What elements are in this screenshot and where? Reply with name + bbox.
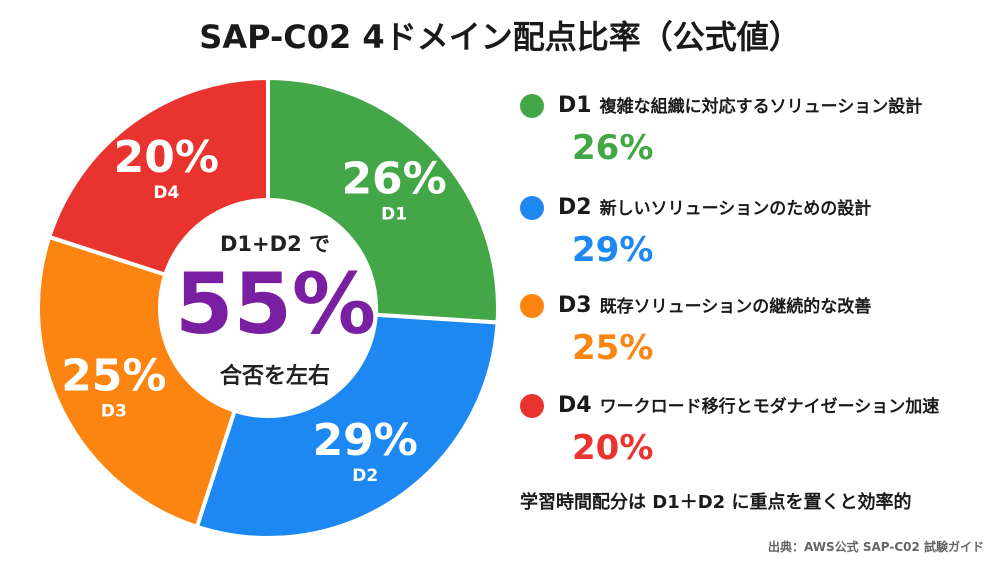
legend-percent: 29% [572,230,654,270]
legend-dot-icon [520,294,544,318]
study-note: 学習時間配分は D1＋D2 に重点を置くと効率的 [520,492,912,513]
legend-code: D4 [558,393,592,418]
legend-item-d4: D4 ワークロード移行とモダナイゼーション加速 20% [520,392,990,482]
slice-value-label: 20% [114,132,219,183]
slice-category-label: D3 [101,402,127,422]
legend-code: D1 [558,93,592,118]
legend-item-d2: D2 新しいソリューションのための設計 29% [520,194,990,284]
legend-label: D4 ワークロード移行とモダナイゼーション加速 [558,392,939,418]
slice-category-label: D1 [381,205,407,225]
source-citation: 出典：AWS公式 SAP-C02 試験ガイド [768,540,984,554]
pie-slice-d4 [46,76,270,278]
legend-label: D3 既存ソリューションの継続的な改善 [558,292,871,318]
center-caption-bottom: 合否を左右 [219,364,330,389]
legend-percent: 20% [572,428,654,468]
legend-label: D2 新しいソリューションのための設計 [558,194,871,220]
legend-code: D2 [558,195,592,220]
legend-text: 複雑な組織に対応するソリューション設計 [599,97,923,117]
donut-hole [162,202,374,414]
slice-value-label: 25% [61,351,166,402]
center-value: 55% [175,255,377,353]
legend-percent: 25% [572,328,654,368]
donut-chart: 26%D1 29%D2 25%D3 20%D4 [36,76,500,540]
legend-text: 既存ソリューションの継続的な改善 [599,297,872,317]
legend-code: D3 [558,293,592,318]
center-caption-top: D1+D2 で [220,232,330,256]
legend-item-d3: D3 既存ソリューションの継続的な改善 25% [520,292,990,382]
legend-dot-icon [520,394,544,418]
slice-value-label: 29% [313,415,418,466]
pie-slice-d1 [266,76,500,325]
legend-item-d1: D1 複雑な組織に対応するソリューション設計 26% [520,92,990,182]
chart-title: SAP-C02 4ドメイン配点比率（公式値） [199,18,801,56]
legend-percent: 26% [572,128,654,168]
slice-value-label: 26% [341,154,446,205]
legend-label: D1 複雑な組織に対応するソリューション設計 [558,92,922,118]
legend-dot-icon [520,94,544,118]
slice-category-label: D4 [153,183,179,203]
pie-slice-d3 [36,234,238,530]
pie-slice-d2 [194,312,500,540]
slice-category-label: D2 [352,466,378,486]
legend-text: 新しいソリューションのための設計 [599,199,872,219]
legend-dot-icon [520,196,544,220]
legend-text: ワークロード移行とモダナイゼーション加速 [599,397,940,417]
